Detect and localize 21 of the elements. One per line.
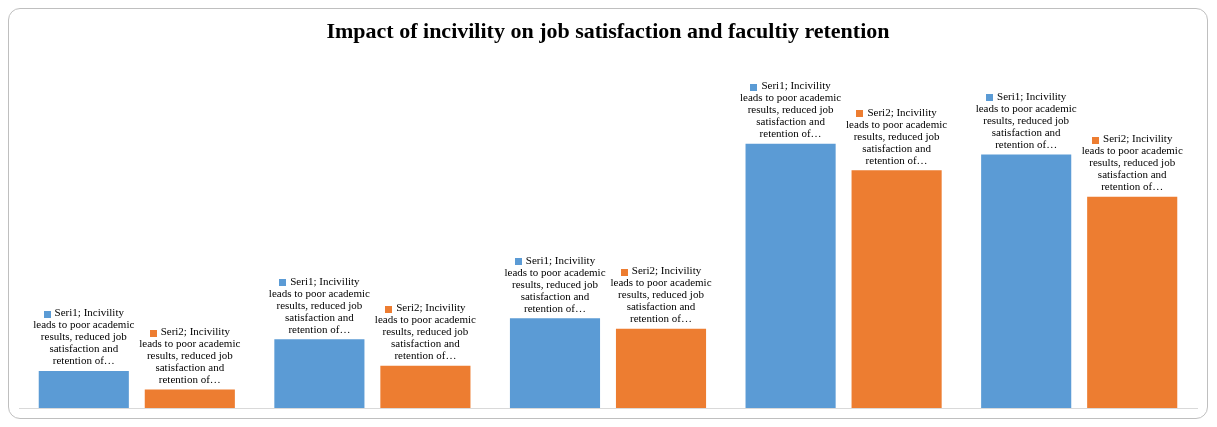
annotation: Seri1; Incivility leads to poor academic results, reduced job satisfaction and retention of… bbox=[975, 89, 1077, 150]
bar bbox=[615, 328, 707, 408]
annotation: Seri2; Incivility leads to poor academic results, reduced job satisfaction and retention of… bbox=[1081, 132, 1183, 193]
bar bbox=[1087, 196, 1178, 408]
annotation: Seri2; Incivility leads to poor academic results, reduced job satisfaction and retention of… bbox=[139, 324, 241, 385]
bar bbox=[851, 170, 942, 408]
bar bbox=[380, 365, 471, 408]
annotation: Seri2; Incivility leads to poor academic results, reduced job satisfaction and retention of… bbox=[846, 105, 948, 166]
chart-title: Impact of incivility on job satisfaction and facultiy retention bbox=[326, 17, 890, 43]
annotation: Seri1; Incivility leads to poor academic results, reduced job satisfaction and retention of… bbox=[33, 306, 135, 367]
bar bbox=[745, 143, 836, 408]
bar bbox=[509, 318, 601, 408]
bar bbox=[981, 154, 1072, 408]
annotation: Seri1; Incivility leads to poor academic results, reduced job satisfaction and retention of… bbox=[504, 253, 606, 314]
text: Seri1; Incivility leads to poor academic results, reduced job satisfaction and retention of… bbox=[740, 79, 842, 140]
annotation: Seri2; Incivility leads to poor academic results, reduced job satisfaction and retention of… bbox=[610, 264, 712, 325]
annotation: Seri1; Incivility leads to poor academic results, reduced job satisfaction and retention of… bbox=[268, 274, 371, 335]
annotation: Seri2; Incivility leads to poor academic results, reduced job satisfaction and retention of… bbox=[374, 301, 477, 362]
bar bbox=[38, 371, 129, 408]
bar bbox=[274, 339, 365, 408]
bar bbox=[144, 389, 235, 408]
